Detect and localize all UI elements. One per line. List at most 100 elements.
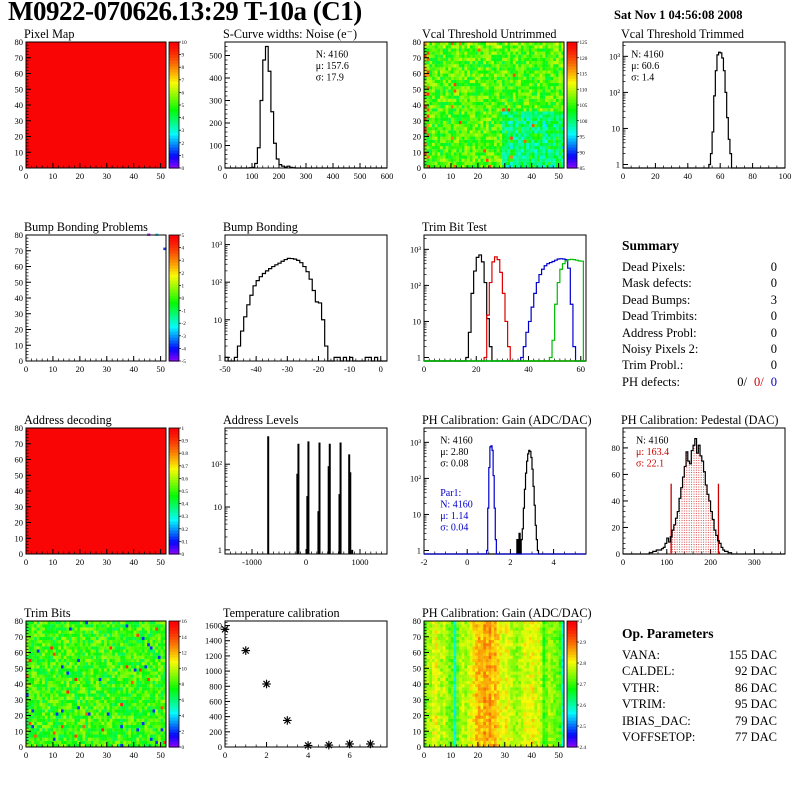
svg-text:-40: -40 [250,364,261,374]
svg-text:100: 100 [580,119,588,125]
op-parameter-row: VOFFSETOP: 77 DAC [622,729,777,745]
svg-text:-30: -30 [282,364,293,374]
svg-text:70: 70 [15,53,24,63]
svg-text:10: 10 [49,364,58,374]
svg-text:0: 0 [422,171,426,181]
ph-defects-red: 0/ [754,375,764,389]
svg-text:60: 60 [612,469,621,479]
svg-text:1: 1 [417,353,421,363]
summary-row-value: 0 [771,341,777,357]
svg-text:0: 0 [422,364,426,374]
svg-text:10: 10 [49,557,58,567]
svg-text:60: 60 [15,455,24,465]
plot-frame [225,42,387,168]
svg-text:μ: 60.6: μ: 60.6 [631,61,659,72]
svg-text:0.5: 0.5 [182,489,189,495]
svg-text:-2: -2 [182,321,187,327]
svg-text:-4: -4 [182,346,187,352]
summary-row-value: 0 [771,325,777,341]
op-parameters-title: Op. Parameters [622,626,796,642]
op-parameter-row: VANA: 155 DAC [622,647,777,663]
svg-text:0: 0 [417,163,421,173]
op-parameter-value: 95 DAC [735,696,777,712]
svg-text:10: 10 [182,40,188,46]
star-marker [221,625,230,634]
summary-title: Summary [622,238,796,254]
ph-defects-blue: 0 [771,375,777,389]
summary-row-label: PH defects: [622,374,680,390]
svg-text:4: 4 [182,246,185,252]
chart-title: Trim Bit Test [422,221,487,234]
summary-row-value: 0 [771,259,777,275]
summary-row-label: Mask defects: [622,275,692,291]
svg-text:30: 30 [103,364,112,374]
svg-text:20: 20 [15,132,24,142]
svg-text:20: 20 [413,132,422,142]
svg-text:30: 30 [15,116,24,126]
summary-row-label: Dead Trimbits: [622,308,697,324]
svg-text:80: 80 [413,37,422,47]
svg-text:30: 30 [103,557,112,567]
svg-text:10³: 10³ [410,437,422,447]
svg-text:30: 30 [501,171,510,181]
heatmap-cells [26,621,166,747]
svg-text:σ: 17.9: σ: 17.9 [316,72,344,83]
svg-text:70: 70 [15,246,24,256]
svg-text:40: 40 [15,486,24,496]
histogram-series [225,258,387,361]
svg-text:1: 1 [182,153,185,159]
svg-text:N: 4160: N: 4160 [440,500,473,511]
svg-text:7: 7 [182,78,185,84]
svg-text:125: 125 [580,40,588,46]
svg-text:σ: 22.1: σ: 22.1 [636,458,664,469]
op-parameter-row: IBIAS_DAC: 79 DAC [622,713,777,729]
svg-text:50: 50 [554,171,563,181]
summary-row: Dead Pixels: 0 [622,259,777,275]
svg-text:50: 50 [15,470,24,480]
svg-text:80: 80 [15,230,24,240]
svg-text:200: 200 [209,118,222,128]
svg-text:60: 60 [577,364,586,374]
svg-text:4: 4 [551,557,556,567]
svg-text:-1000: -1000 [242,557,262,567]
svg-text:10: 10 [413,316,422,326]
summary-row-value: 0 [771,275,777,291]
svg-text:50: 50 [156,557,165,567]
svg-text:10: 10 [15,340,24,350]
svg-text:10: 10 [15,533,24,543]
svg-text:40: 40 [524,364,533,374]
svg-text:30: 30 [15,502,24,512]
svg-text:500: 500 [209,51,222,61]
chart-title: Trim Bits [24,607,71,620]
svg-text:-3: -3 [182,334,187,340]
op-parameter-value: 155 DAC [729,647,777,663]
heatmap-cells [26,233,167,361]
op-parameter-value: 86 DAC [735,680,777,696]
heatmap-cells [26,42,166,168]
op-parameter-row: CALDEL: 92 DAC [622,663,777,679]
svg-text:10³: 10³ [211,240,223,250]
svg-text:6: 6 [182,90,185,96]
svg-text:1000: 1000 [352,557,369,567]
svg-text:-2: -2 [420,557,427,567]
svg-text:20: 20 [15,325,24,335]
svg-text:105: 105 [580,103,588,109]
op-parameter-row: VTHR: 86 DAC [622,680,777,696]
svg-text:1: 1 [218,545,222,555]
svg-text:110: 110 [580,87,588,93]
svg-text:200: 200 [273,171,286,181]
